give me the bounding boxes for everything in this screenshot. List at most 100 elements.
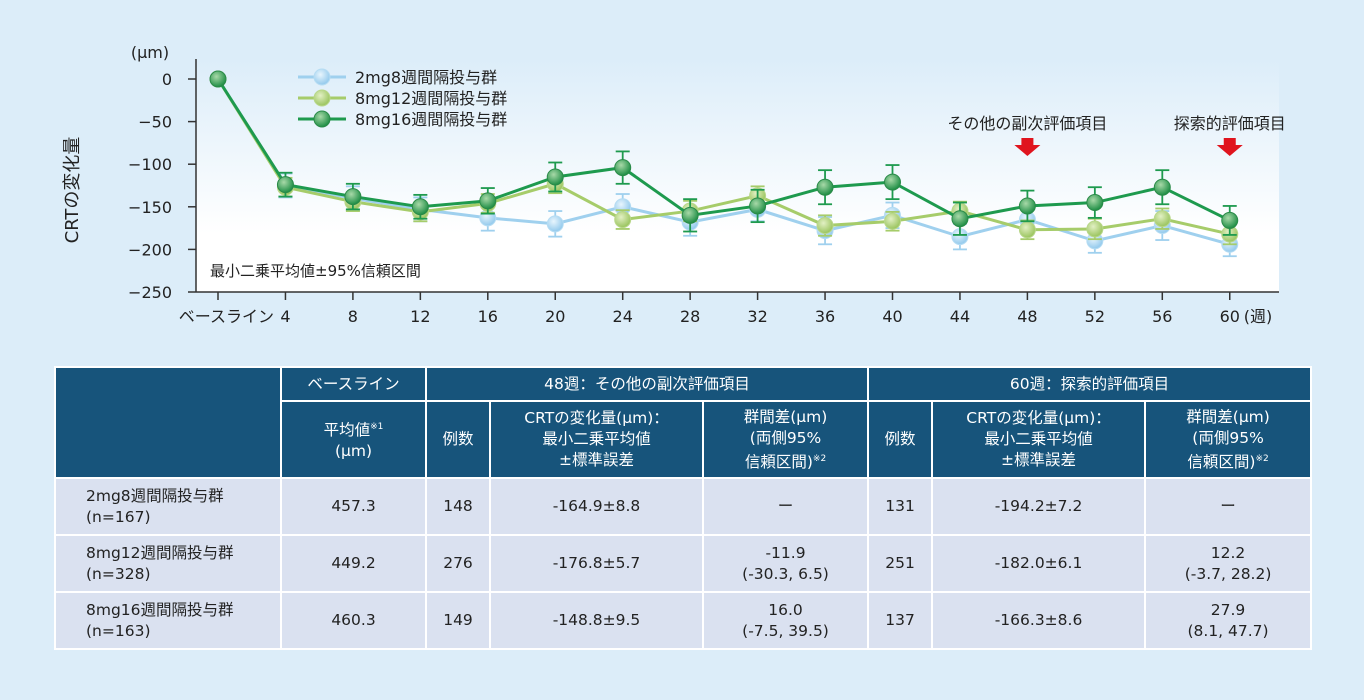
data-point-marker — [1018, 221, 1036, 239]
crt60-value: -166.3±8.6 — [931, 591, 1147, 650]
x-tick-label: 48 — [1017, 307, 1037, 326]
baseline-value: 449.2 — [280, 534, 427, 593]
n48-value: 149 — [425, 591, 491, 650]
header-week48: 48週：その他の副次評価項目 — [424, 366, 870, 402]
n48-value: 276 — [425, 534, 491, 593]
data-point-marker — [614, 159, 632, 177]
red-down-arrow-icon — [1216, 138, 1243, 156]
x-tick-label: 44 — [950, 307, 970, 326]
y-tick-label: 0 — [162, 70, 172, 89]
y-tick-label: −250 — [128, 283, 172, 302]
baseline-value: 457.3 — [280, 477, 427, 536]
crt48-value: -176.8±5.7 — [489, 534, 704, 593]
x-tick-label: 52 — [1085, 307, 1105, 326]
header-n60: 例数 — [867, 400, 934, 479]
data-point-marker — [276, 176, 294, 194]
x-tick-label: 40 — [882, 307, 902, 326]
y-axis-label: CRTの変化量 — [62, 137, 83, 244]
data-point-marker — [411, 198, 429, 216]
group-label: 8mg12週間隔投与群 (n=328) — [54, 534, 282, 593]
diff60-value: 27.9 (8.1, 47.7) — [1144, 591, 1313, 650]
data-point-marker — [816, 178, 834, 196]
legend-marker — [313, 110, 331, 128]
legend-marker — [313, 89, 331, 107]
header-baseline: ベースライン — [280, 366, 427, 402]
data-point-marker — [884, 212, 901, 230]
x-tick-label: 16 — [478, 307, 498, 326]
table-row: 2mg8週間隔投与群 (n=167) 457.3 148 -164.9±8.8 ー… — [54, 477, 1313, 536]
n60-value: 137 — [867, 591, 934, 650]
x-tick-label: 28 — [680, 307, 700, 326]
y-unit-label: (μm) — [131, 43, 169, 62]
data-point-marker — [344, 188, 362, 206]
data-point-marker — [1153, 178, 1171, 196]
data-point-marker — [1153, 210, 1171, 228]
x-tick-label: 24 — [613, 307, 633, 326]
header-crt60: CRTの変化量(μm)： 最小二乗平均値 ±標準誤差 — [931, 400, 1147, 479]
crt60-value: -194.2±7.2 — [931, 477, 1147, 536]
legend: 2mg8週間隔投与群 8mg12週間隔投与群 8mg16週間隔投与群 — [298, 68, 507, 129]
legend-marker — [313, 68, 331, 86]
data-point-marker — [749, 197, 767, 215]
diff48-value: 16.0 (-7.5, 39.5) — [701, 591, 870, 650]
legend-label: 8mg12週間隔投与群 — [355, 89, 507, 108]
y-tick-label: −100 — [128, 155, 172, 174]
n48-value: 148 — [425, 477, 491, 536]
diff48-value: -11.9 (-30.3, 6.5) — [701, 534, 870, 593]
y-tick-label: −200 — [128, 240, 172, 259]
n60-value: 131 — [867, 477, 934, 536]
x-unit-label: (週) — [1244, 307, 1273, 326]
diff60-value: ー — [1144, 477, 1313, 536]
legend-label: 2mg8週間隔投与群 — [355, 68, 497, 87]
x-tick-label: 4 — [280, 307, 290, 326]
series-layer — [209, 70, 1239, 258]
x-tick-label: ベースライン — [179, 307, 274, 326]
crt48-value: -164.9±8.8 — [489, 477, 704, 536]
series-3 — [209, 70, 1239, 236]
ci-note: 最小二乗平均値±95%信頼区間 — [210, 262, 421, 280]
x-tick-label: 8 — [348, 307, 358, 326]
crt60-value: -182.0±6.1 — [931, 534, 1147, 593]
x-tick-label: 56 — [1152, 307, 1172, 326]
data-point-marker — [681, 206, 699, 224]
results-table-wrap: ベースライン 48週：その他の副次評価項目 60週：探索的評価項目 平均値※1(… — [54, 366, 1313, 650]
diff48-value: ー — [701, 477, 870, 536]
n60-value: 251 — [867, 534, 934, 593]
data-point-marker — [951, 210, 969, 228]
y-tick-label: −50 — [138, 113, 172, 132]
baseline-value: 460.3 — [280, 591, 427, 650]
data-point-marker — [1018, 197, 1036, 215]
data-point-marker — [479, 192, 497, 210]
y-tick-label: −150 — [128, 198, 172, 217]
x-tick-label: 60 — [1220, 307, 1240, 326]
header-mean: 平均値※1 (μm) — [280, 400, 427, 479]
data-point-marker — [816, 217, 834, 235]
diff60-value: 12.2 (-3.7, 28.2) — [1144, 534, 1313, 593]
legend-label: 8mg16週間隔投与群 — [355, 110, 507, 129]
table-row: 8mg16週間隔投与群 (n=163) 460.3 149 -148.8±9.5 … — [54, 591, 1313, 650]
data-point-marker — [546, 168, 564, 186]
annotations: その他の副次評価項目 探索的評価項目 — [947, 114, 1286, 156]
header-n48: 例数 — [425, 400, 491, 479]
data-point-marker — [209, 70, 227, 88]
data-point-marker — [1221, 211, 1239, 229]
x-tick-label: 32 — [747, 307, 767, 326]
group-label: 8mg16週間隔投与群 (n=163) — [54, 591, 282, 650]
header-diff60: 群間差(μm) (両側95% 信頼区間)※2 — [1144, 400, 1313, 479]
crt48-value: -148.8±9.5 — [489, 591, 704, 650]
header-week60: 60週：探索的評価項目 — [867, 366, 1313, 402]
data-point-marker — [1086, 220, 1104, 238]
endpoint-annotation: 探索的評価項目 — [1174, 114, 1286, 133]
x-tick-label: 20 — [545, 307, 565, 326]
red-down-arrow-icon — [1014, 138, 1041, 156]
data-point-marker — [546, 215, 564, 233]
results-table: ベースライン 48週：その他の副次評価項目 60週：探索的評価項目 平均値※1(… — [54, 366, 1313, 650]
group-label: 2mg8週間隔投与群 (n=167) — [54, 477, 282, 536]
data-point-marker — [884, 173, 901, 191]
data-point-marker — [1086, 194, 1104, 212]
header-crt48: CRTの変化量(μm)： 最小二乗平均値 ±標準誤差 — [489, 400, 704, 479]
data-point-marker — [614, 211, 632, 229]
endpoint-annotation: その他の副次評価項目 — [947, 114, 1107, 133]
